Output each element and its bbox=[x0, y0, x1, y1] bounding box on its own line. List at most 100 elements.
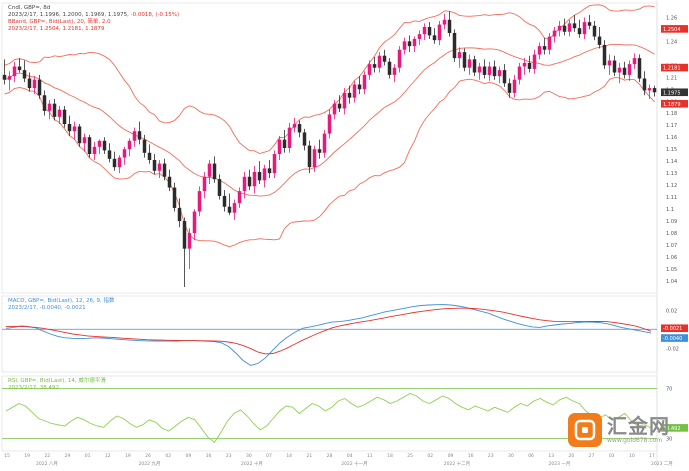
candle-body bbox=[452, 32, 457, 59]
candle bbox=[487, 61, 492, 81]
x-day-label: 10 bbox=[629, 453, 635, 459]
panel-frame-price bbox=[1, 2, 658, 294]
candle bbox=[327, 109, 332, 139]
x-day-label: 28 bbox=[327, 453, 333, 459]
candle-body bbox=[587, 22, 592, 26]
candle-body bbox=[512, 79, 517, 93]
price-tick-label: 1.15 bbox=[666, 147, 677, 153]
price-legend-ohlc: 2023/2/17, 1.1996, 1.2000, 1.1969, 1.197… bbox=[8, 12, 179, 19]
x-day-label: 15 bbox=[4, 453, 10, 459]
candle-body bbox=[652, 88, 657, 93]
candle bbox=[162, 158, 167, 181]
candle-body bbox=[352, 84, 357, 98]
x-day-label: 16 bbox=[468, 453, 474, 459]
candle-body bbox=[72, 126, 77, 132]
candle-body bbox=[347, 92, 352, 98]
candle bbox=[67, 115, 72, 137]
candle bbox=[247, 169, 252, 190]
candle-body bbox=[167, 176, 172, 188]
candle-body bbox=[432, 35, 437, 41]
candle bbox=[132, 127, 137, 147]
bband-legend-values: 2023/2/17, 1.2504, 1.2181, 1.1879 bbox=[8, 26, 105, 32]
candle bbox=[597, 26, 602, 49]
candle-body bbox=[32, 79, 37, 89]
macd-legend-title: MACD, GBP=, Bid(Last), 12, 26, 9, 指数 bbox=[8, 298, 115, 304]
candle bbox=[387, 58, 392, 79]
candle-body bbox=[117, 157, 122, 168]
x-day-label: 07 bbox=[266, 453, 272, 459]
candle bbox=[647, 84, 652, 99]
candle-body bbox=[62, 109, 67, 125]
candle bbox=[167, 169, 172, 192]
candle-body bbox=[52, 103, 57, 117]
price-tick-label: 1.07 bbox=[666, 243, 677, 249]
candle bbox=[407, 35, 412, 53]
candle-body bbox=[327, 114, 332, 134]
candle-body bbox=[242, 176, 247, 192]
candle bbox=[12, 61, 17, 83]
price-tick-label: 1.05 bbox=[666, 267, 677, 273]
x-month-label: 2022 十月 bbox=[241, 460, 263, 467]
candle-body bbox=[292, 124, 297, 128]
macd-tag-box bbox=[661, 324, 688, 333]
price-tick-label: 1.14 bbox=[666, 159, 677, 165]
candle bbox=[517, 62, 522, 85]
price-tag-label: 1.1879 bbox=[663, 102, 681, 108]
rsi-tag-label: 38.492 bbox=[663, 426, 681, 432]
candle bbox=[447, 11, 452, 37]
bband-lower-line bbox=[4, 77, 655, 248]
candle-body bbox=[137, 131, 142, 140]
candle-body bbox=[317, 149, 322, 153]
rsi-tag-box bbox=[661, 424, 688, 432]
x-day-label: 02 bbox=[165, 453, 171, 459]
x-month-label: 2022 九月 bbox=[139, 460, 161, 467]
x-day-label: 13 bbox=[548, 453, 554, 459]
candle bbox=[157, 159, 162, 178]
candle-body bbox=[232, 203, 237, 213]
candle bbox=[187, 228, 192, 270]
candle-body bbox=[502, 70, 507, 84]
candle-body bbox=[42, 95, 47, 111]
candle-body bbox=[277, 139, 282, 154]
price-tick-label: 1.12 bbox=[666, 183, 677, 189]
candle-body bbox=[247, 176, 252, 187]
candle bbox=[17, 58, 22, 73]
price-tick-label: 1.26 bbox=[666, 15, 677, 21]
candle bbox=[427, 22, 432, 39]
watermark: 汇金网 www.gold678.com bbox=[568, 408, 684, 452]
candle-body bbox=[457, 52, 462, 59]
candle-body bbox=[627, 64, 632, 75]
candle bbox=[267, 159, 272, 178]
candle bbox=[582, 17, 587, 39]
watermark-url: www.gold678.com bbox=[607, 437, 663, 444]
candle-body bbox=[377, 55, 382, 68]
candle-body bbox=[542, 46, 547, 50]
candle bbox=[362, 71, 367, 95]
candle bbox=[472, 55, 477, 77]
candle-body bbox=[507, 83, 512, 93]
candle bbox=[627, 60, 632, 81]
candle-body bbox=[487, 66, 492, 75]
rsi-line bbox=[5, 393, 652, 443]
candle bbox=[7, 71, 12, 91]
candle-body bbox=[237, 191, 242, 204]
x-day-label: 01 bbox=[85, 453, 91, 459]
candle-body bbox=[537, 46, 542, 55]
bband-legend-title: BBand, GBP=, Bid(Last), 20, 简单, 2.0 bbox=[8, 19, 111, 25]
candle bbox=[602, 40, 607, 69]
candle bbox=[27, 72, 32, 92]
x-day-label: 04 bbox=[347, 453, 353, 459]
candle-body bbox=[642, 78, 647, 91]
x-day-label: 19 bbox=[125, 453, 131, 459]
candle bbox=[102, 137, 107, 154]
x-month-label: 2023 一月 bbox=[549, 461, 571, 467]
candle bbox=[192, 209, 197, 241]
candle-body bbox=[607, 60, 612, 66]
candle-body bbox=[357, 84, 362, 90]
price-tag-box bbox=[661, 99, 688, 108]
candle-body bbox=[92, 146, 97, 154]
candle bbox=[237, 187, 242, 208]
rsi-tick-label: 70 bbox=[666, 387, 672, 393]
price-tick-label: 1.13 bbox=[666, 171, 677, 177]
